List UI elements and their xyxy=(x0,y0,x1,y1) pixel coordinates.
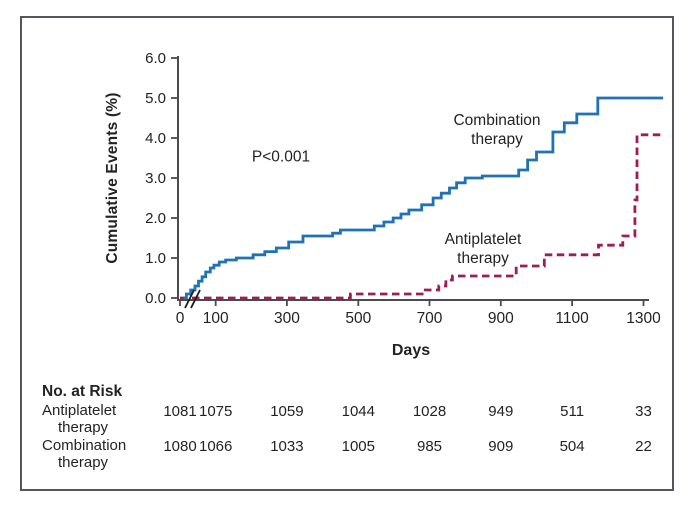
x-tick-label: 1300 xyxy=(626,310,661,327)
axis-break-icon xyxy=(184,289,195,309)
x-tick-label: 100 xyxy=(203,310,229,327)
risk-value: 1066 xyxy=(199,438,233,455)
x-tick-label: 1100 xyxy=(555,310,589,327)
antiplatelet-label-line2: therapy xyxy=(457,250,509,267)
combination-label-line1: Combination xyxy=(453,112,541,129)
x-tick-label: 900 xyxy=(488,310,514,327)
x-axis-label: Days xyxy=(391,342,431,359)
risk-value: 511 xyxy=(560,403,585,420)
risk-value: 504 xyxy=(559,438,585,455)
risk-row-label-combination: Combination therapy xyxy=(42,437,126,471)
risk-value: 1033 xyxy=(270,438,304,455)
risk-row1-label-line1: Antiplatelet xyxy=(42,402,117,419)
risk-row1-label-line2: therapy xyxy=(58,419,109,436)
risk-row2-label-line2: therapy xyxy=(58,454,109,471)
risk-value: 1081 xyxy=(163,403,197,420)
risk-table-title: No. at Risk xyxy=(42,383,123,400)
combination-label-line2: therapy xyxy=(471,131,523,148)
antiplatelet-label-line1: Antiplatelet xyxy=(444,231,522,248)
x-tick-label: 300 xyxy=(274,310,300,327)
risk-value: 909 xyxy=(488,438,514,455)
y-tick-label: 0.0 xyxy=(145,290,166,307)
antiplatelet-curve xyxy=(180,133,664,300)
combination-curve xyxy=(183,96,664,300)
risk-value: 1059 xyxy=(270,403,304,420)
x-tick-label: 700 xyxy=(417,310,443,327)
y-tick-label: 5.0 xyxy=(145,90,166,107)
risk-value: 985 xyxy=(416,438,443,455)
y-tick-label: 6.0 xyxy=(145,50,166,67)
y-tick-label: 2.0 xyxy=(145,210,166,227)
x-tick-label: 500 xyxy=(345,310,371,327)
risk-value: 1075 xyxy=(199,403,233,420)
outer-frame xyxy=(20,16,674,491)
y-tick-label: 3.0 xyxy=(145,170,166,187)
antiplatelet-curve-label: Antiplatelet therapy xyxy=(445,230,522,268)
risk-value: 949 xyxy=(488,403,514,420)
risk-row2-label-line1: Combination xyxy=(42,437,127,454)
y-axis-title: Cumulative Events (%) xyxy=(104,92,121,264)
risk-value: 22 xyxy=(635,438,652,455)
y-tick-label: 4.0 xyxy=(145,130,166,147)
risk-value: 33 xyxy=(635,403,652,420)
combination-curve-label: Combination therapy xyxy=(453,111,540,149)
p-value-label: P<0.001 xyxy=(251,148,311,166)
x-tick-label: 0 xyxy=(176,310,185,327)
risk-value: 1080 xyxy=(163,438,197,455)
risk-value: 1005 xyxy=(341,438,375,455)
risk-value: 1028 xyxy=(412,403,447,420)
risk-value: 1044 xyxy=(341,403,375,420)
risk-row-label-antiplatelet: Antiplatelet therapy xyxy=(42,402,116,436)
axis-break-icon xyxy=(190,289,201,309)
y-tick-label: 1.0 xyxy=(145,250,166,267)
